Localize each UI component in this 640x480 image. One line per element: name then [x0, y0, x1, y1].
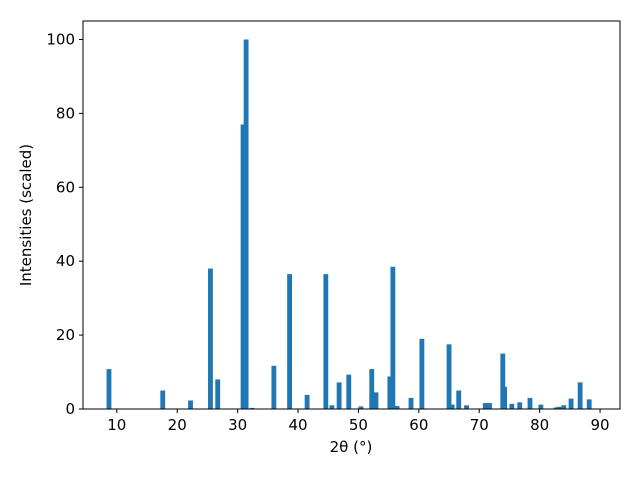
bar [287, 274, 293, 409]
y-axis-label: Intensities (scaled) [17, 144, 35, 286]
y-tick-label: 40 [56, 252, 75, 270]
bar [517, 402, 523, 409]
bar [271, 365, 277, 409]
bar [502, 386, 508, 409]
bar [215, 379, 221, 409]
bar [527, 397, 533, 409]
x-tick-label: 60 [409, 416, 428, 434]
bar [208, 268, 213, 409]
bar [329, 405, 335, 409]
x-axis-label: 2θ (°) [330, 438, 373, 456]
x-tick-label: 80 [530, 416, 549, 434]
x-tick-label: 50 [349, 416, 368, 434]
bar [446, 344, 452, 409]
x-tick-label: 90 [591, 416, 610, 434]
bar [358, 406, 364, 409]
bar [387, 376, 393, 409]
x-tick-label: 30 [228, 416, 247, 434]
bar [482, 403, 488, 409]
bar [456, 390, 462, 409]
bar [449, 404, 455, 409]
bar [390, 266, 396, 409]
x-tick-label: 70 [470, 416, 489, 434]
x-tick-label: 10 [107, 416, 126, 434]
bar [509, 403, 515, 409]
bar [249, 407, 255, 409]
bar [394, 406, 400, 409]
plot-frame [82, 20, 621, 410]
y-tick-label: 0 [65, 400, 75, 418]
bar [500, 353, 506, 409]
bar [419, 338, 425, 409]
bar [561, 405, 567, 409]
bar [323, 274, 329, 409]
x-tick-label: 40 [288, 416, 307, 434]
y-tick-label: 80 [56, 104, 75, 122]
bar [553, 407, 559, 409]
bar [568, 398, 574, 409]
y-tick-label: 20 [56, 326, 75, 344]
y-tick-label: 100 [46, 30, 75, 48]
bar [243, 39, 249, 409]
bar [556, 406, 562, 409]
bar [240, 124, 246, 409]
bar [160, 390, 166, 409]
y-tick-label: 60 [56, 178, 75, 196]
bar [106, 369, 112, 409]
bar [586, 399, 592, 409]
bar [369, 369, 375, 409]
bar [304, 394, 310, 409]
x-tick-label: 20 [168, 416, 187, 434]
bar [188, 400, 193, 409]
bar [464, 405, 469, 409]
bar [487, 403, 492, 409]
bar [577, 382, 583, 409]
bar [346, 374, 352, 409]
bar [408, 397, 414, 409]
bar [538, 404, 544, 409]
bar [373, 392, 379, 409]
bar [336, 382, 342, 409]
